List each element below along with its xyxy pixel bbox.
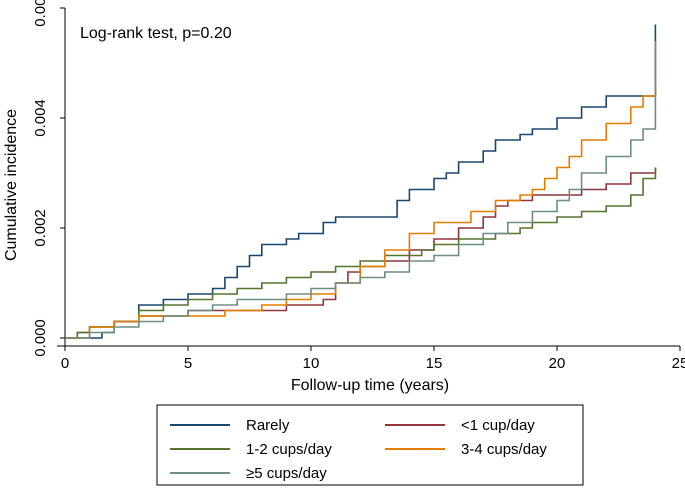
legend-label-0: Rarely	[246, 417, 290, 434]
series-line-2	[65, 167, 657, 339]
legend-label-1: <1 cup/day	[461, 417, 535, 434]
series-line-3	[65, 85, 657, 339]
y-axis-title: Cumulative incidence	[3, 109, 20, 261]
legend-label-4: ≥5 cups/day	[246, 465, 327, 482]
series-layer	[65, 24, 657, 339]
y-tick-label: 0.002	[32, 209, 49, 247]
x-tick-label: 25	[672, 355, 685, 372]
legend-label-2: 1-2 cups/day	[246, 441, 332, 458]
y-tick-label: 0.004	[32, 99, 49, 137]
y-tick-label: 0.000	[32, 319, 49, 357]
legend: Rarely <1 cup/day 1-2 cups/day 3-4 cups/day…	[156, 404, 584, 486]
x-tick-label: 20	[549, 355, 566, 372]
x-tick-label: 0	[61, 355, 69, 372]
log-rank-annotation: Log-rank test, p=0.20	[80, 25, 232, 42]
x-tick-label: 5	[184, 355, 192, 372]
axes: 0 5 10 15 20 25 0.000 0.002 0.004 0.006	[32, 0, 685, 372]
x-tick-label: 15	[426, 355, 443, 372]
x-tick-label: 10	[303, 355, 320, 372]
legend-label-3: 3-4 cups/day	[461, 441, 547, 458]
series-line-1	[65, 167, 657, 339]
series-line-0	[65, 24, 657, 339]
x-axis-title: Follow-up time (years)	[291, 377, 449, 394]
legend-box	[156, 404, 584, 486]
y-tick-label: 0.006	[32, 0, 49, 27]
series-line-4	[65, 41, 657, 339]
